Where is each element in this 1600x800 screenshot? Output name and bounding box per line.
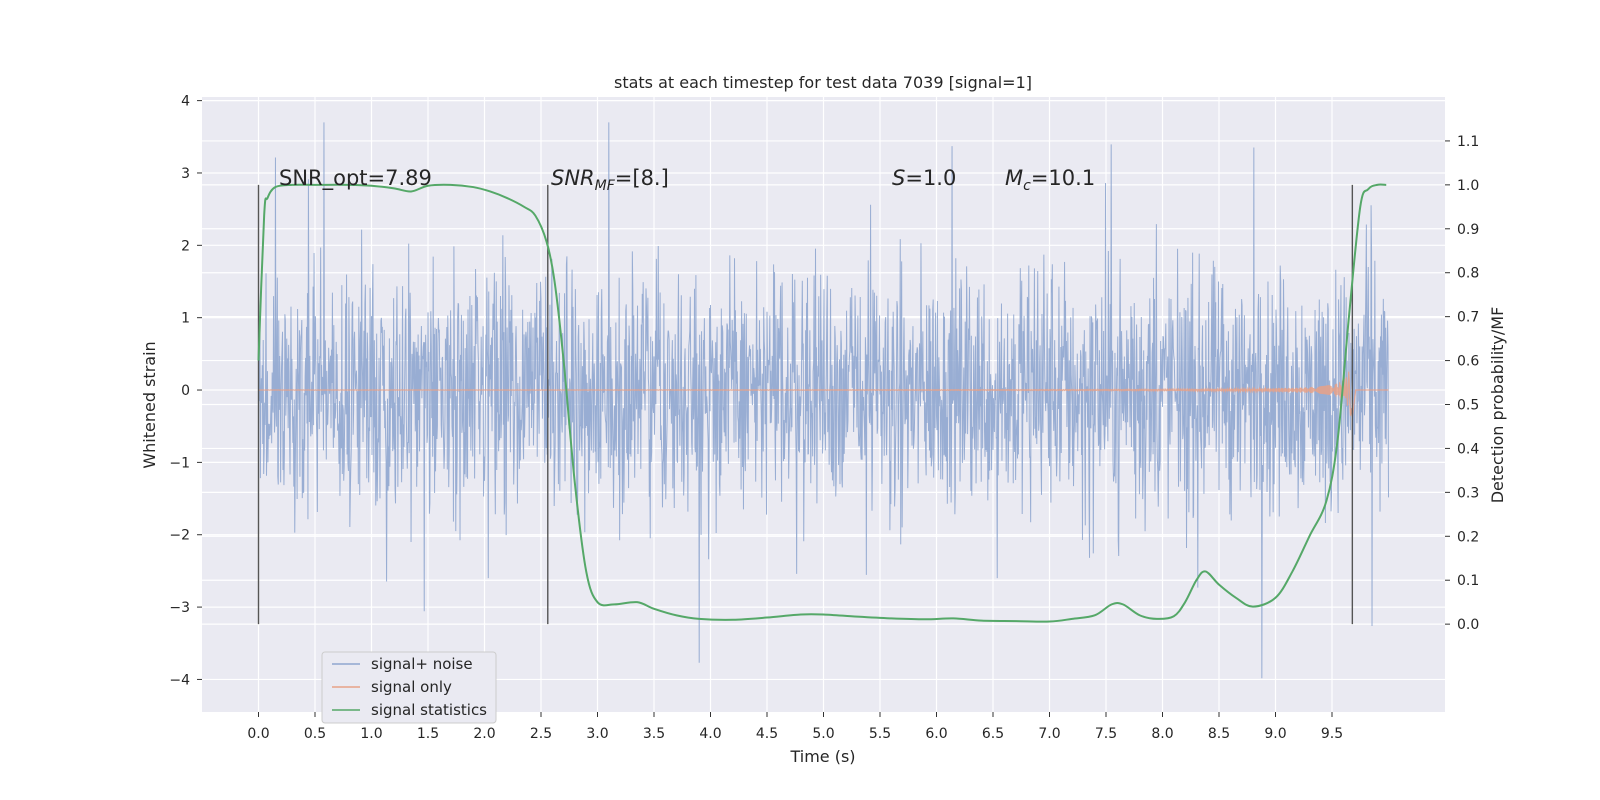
x-tick-label: 6.0 <box>925 726 947 742</box>
y-tick-label-left: −2 <box>169 528 190 544</box>
signal-statistics-series <box>257 183 1387 623</box>
x-tick-label: 0.5 <box>304 726 326 742</box>
x-tick-label: 9.5 <box>1321 726 1343 742</box>
mc-base: M <box>1005 166 1023 190</box>
x-tick-label: 7.0 <box>1038 726 1060 742</box>
legend-label-statistics: signal statistics <box>371 701 487 719</box>
y-tick-label-right: 0.3 <box>1457 485 1479 501</box>
mc-value: =10.1 <box>1031 166 1095 190</box>
x-tick-label: 7.5 <box>1095 726 1117 742</box>
y-tick-label-right: 0.1 <box>1457 573 1479 589</box>
x-tick-label: 6.5 <box>982 726 1004 742</box>
signal-line <box>258 371 1389 417</box>
y-axis-label-left: Whitened strain <box>140 341 159 468</box>
x-tick-label: 5.0 <box>812 726 834 742</box>
vertical-markers <box>257 184 1354 625</box>
tick-labels: 0.0 0.5 1.0 1.5 2.0 2.5 3.0 3.5 4.0 4.5 5.0 5.5 6.0 6… <box>169 94 1479 742</box>
noise-series <box>258 122 1389 679</box>
snr-mf-base: SNR <box>551 166 595 190</box>
x-tick-label: 4.0 <box>699 726 721 742</box>
x-tick-label: 8.0 <box>1151 726 1173 742</box>
y-tick-label-right: 0.6 <box>1457 354 1479 370</box>
y-tick-label-left: 3 <box>181 166 190 182</box>
x-tick-label: 3.5 <box>643 726 665 742</box>
legend-label-signal: signal only <box>371 678 452 696</box>
s-base: S <box>892 166 905 190</box>
legend: signal+ noise signal only signal statist… <box>321 651 497 724</box>
x-tick-label: 0.0 <box>247 726 269 742</box>
y-tick-label-left: 1 <box>181 311 190 327</box>
x-tick-label: 2.5 <box>530 726 552 742</box>
annotation-s: S=1.0 <box>892 166 956 190</box>
x-tick-label: 1.5 <box>417 726 439 742</box>
y-tick-label-right: 0.8 <box>1457 266 1479 282</box>
mc-sub: c <box>1023 178 1031 194</box>
y-tick-label-right: 0.5 <box>1457 398 1479 414</box>
y-tick-label-left: 4 <box>181 94 190 110</box>
x-tick-label: 3.0 <box>586 726 608 742</box>
annotation-snr-opt: SNR_opt=7.89 <box>279 166 432 191</box>
annotation-mc: Mc=10.1 <box>1005 166 1095 194</box>
y-tick-label-left: −3 <box>169 600 190 616</box>
y-axis-label-right: Detection probability/MF <box>1488 307 1507 504</box>
y-tick-label-left: 2 <box>181 238 190 254</box>
noise-line <box>258 122 1389 679</box>
signal-only-series <box>258 371 1389 417</box>
x-tick-label: 9.0 <box>1264 726 1286 742</box>
x-tick-label: 4.5 <box>756 726 778 742</box>
statistics-line <box>257 183 1387 623</box>
y-tick-label-right: 0.4 <box>1457 441 1479 457</box>
y-tick-label-left: −4 <box>169 672 190 688</box>
snr-mf-value: =[8.] <box>615 166 669 190</box>
y-tick-label-right: 0.7 <box>1457 310 1479 326</box>
y-tick-label-right: 1.1 <box>1457 134 1479 150</box>
x-axis-label: Time (s) <box>789 747 855 766</box>
y-tick-label-left: −1 <box>169 455 190 471</box>
y-tick-label-left: 0 <box>181 383 190 399</box>
legend-box <box>321 651 497 724</box>
x-tick-label: 5.5 <box>869 726 891 742</box>
y-tick-label-right: 0.0 <box>1457 617 1479 633</box>
annotation-snr-mf: SNRMF=[8.] <box>551 166 669 194</box>
x-tick-label: 8.5 <box>1208 726 1230 742</box>
x-tick-label: 2.0 <box>473 726 495 742</box>
x-tick-label: 1.0 <box>360 726 382 742</box>
chart-title: stats at each timestep for test data 703… <box>614 73 1032 92</box>
y-tick-label-right: 0.2 <box>1457 529 1479 545</box>
snr-mf-sub: MF <box>595 178 616 194</box>
y-tick-label-right: 1.0 <box>1457 178 1479 194</box>
legend-label-noise: signal+ noise <box>371 655 473 673</box>
y-tick-label-right: 0.9 <box>1457 222 1479 238</box>
s-value: =1.0 <box>905 166 956 190</box>
